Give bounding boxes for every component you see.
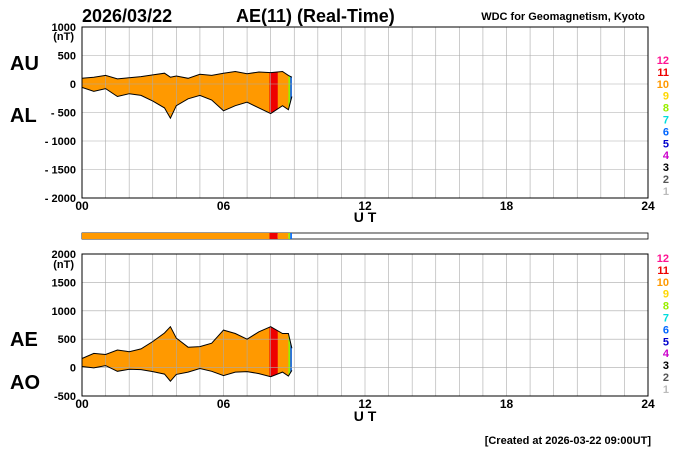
activity-bands [269, 326, 292, 382]
au-al-panel: 1000 500 0 - 500 - 1000 - 1500 - 2000 00 06 12 18 2… [45, 22, 655, 213]
scale-level-10: 10 [657, 79, 669, 91]
strip-segment [290, 233, 292, 239]
activity-strip [81, 232, 649, 240]
activity-band [269, 71, 278, 119]
x-tick-label: 18 [500, 199, 514, 213]
x-tick-label: 00 [75, 199, 89, 213]
y-tick-label: 1000 [52, 306, 76, 318]
au-label: AU [10, 53, 39, 75]
scale-level-5: 5 [663, 138, 669, 150]
y-tick-label: - 1000 [45, 136, 76, 148]
scale-level-3: 3 [663, 162, 669, 174]
y-tick-label: 500 [58, 51, 76, 63]
y-tick-label: 2000 [52, 249, 76, 261]
series-line-al [81, 86, 293, 120]
x-tick-label: 18 [500, 397, 514, 411]
scale-level-3: 3 [663, 360, 669, 372]
created-timestamp: [Created at 2026-03-22 09:00UT] [485, 435, 652, 447]
activity-band [288, 326, 291, 382]
x-tick-label: 12 [358, 397, 372, 411]
series-line-au [81, 70, 293, 80]
scale-level-9: 9 [663, 289, 669, 301]
scale-level-4: 4 [663, 150, 670, 162]
y-tick-label: 500 [58, 334, 76, 346]
y-tick-label: 0 [70, 79, 76, 91]
bottom-x-axis-label: U T [354, 408, 377, 424]
scale-level-8: 8 [663, 103, 669, 115]
strip-segment [277, 233, 289, 239]
x-tick-label: 12 [358, 199, 372, 213]
plot-frame [81, 26, 649, 199]
scale-level-8: 8 [663, 301, 669, 313]
top-unit-label: (nT) [53, 31, 74, 43]
y-tick-label: -500 [54, 391, 76, 403]
al-label: AL [10, 105, 37, 127]
y-tick-label: - 2000 [45, 193, 76, 205]
ao-label: AO [10, 372, 40, 394]
scale-level-4: 4 [663, 348, 670, 360]
scale-level-1: 1 [663, 384, 669, 396]
scale-level-7: 7 [663, 115, 669, 127]
strip-segment [82, 233, 270, 239]
scale-level-10: 10 [657, 277, 669, 289]
scale-level-5: 5 [663, 336, 669, 348]
y-tick-label: 0 [70, 363, 76, 375]
scale-level-12: 12 [657, 55, 669, 67]
x-tick-label: 24 [641, 199, 655, 213]
index-title: AE(11) (Real-Time) [236, 6, 395, 26]
scale-level-6: 6 [663, 324, 669, 336]
series-line-ao [81, 365, 293, 382]
scale-level-1: 1 [663, 186, 669, 198]
bottom-unit-label: (nT) [53, 259, 74, 271]
activity-band [290, 71, 292, 119]
activity-band [288, 71, 291, 119]
activity-band [290, 326, 292, 382]
y-tick-label: 1000 [52, 22, 76, 34]
x-tick-label: 06 [217, 397, 231, 411]
activity-band [269, 326, 278, 382]
ae-label: AE [10, 329, 38, 351]
x-tick-label: 24 [641, 397, 655, 411]
top-x-axis-label: U T [354, 209, 377, 225]
scale-level-12: 12 [657, 253, 669, 265]
y-tick-label: - 500 [51, 108, 76, 120]
strip-segment [288, 233, 291, 239]
scale-level-11: 11 [657, 67, 669, 79]
scale-level-6: 6 [663, 126, 669, 138]
activity-area [82, 71, 292, 119]
scale-level-2: 2 [663, 174, 669, 186]
source-label: WDC for Geomagnetism, Kyoto [481, 11, 645, 23]
date-title: 2026/03/22 [82, 6, 172, 26]
scale-level-7: 7 [663, 313, 669, 325]
x-tick-label: 00 [75, 397, 89, 411]
y-tick-label: - 1500 [45, 165, 76, 177]
series-line-ae [81, 325, 293, 359]
ae-ao-panel: 2000 1500 1000 500 0 -500 00 06 12 18 24 [52, 249, 655, 411]
activity-bands [269, 71, 292, 119]
y-tick-label: 1500 [52, 277, 76, 289]
scale-level-2: 2 [663, 372, 669, 384]
strip-segment [269, 233, 278, 239]
x-tick-label: 06 [217, 199, 231, 213]
scale-level-11: 11 [657, 265, 669, 277]
scale-level-9: 9 [663, 91, 669, 103]
plot-frame [81, 253, 649, 397]
